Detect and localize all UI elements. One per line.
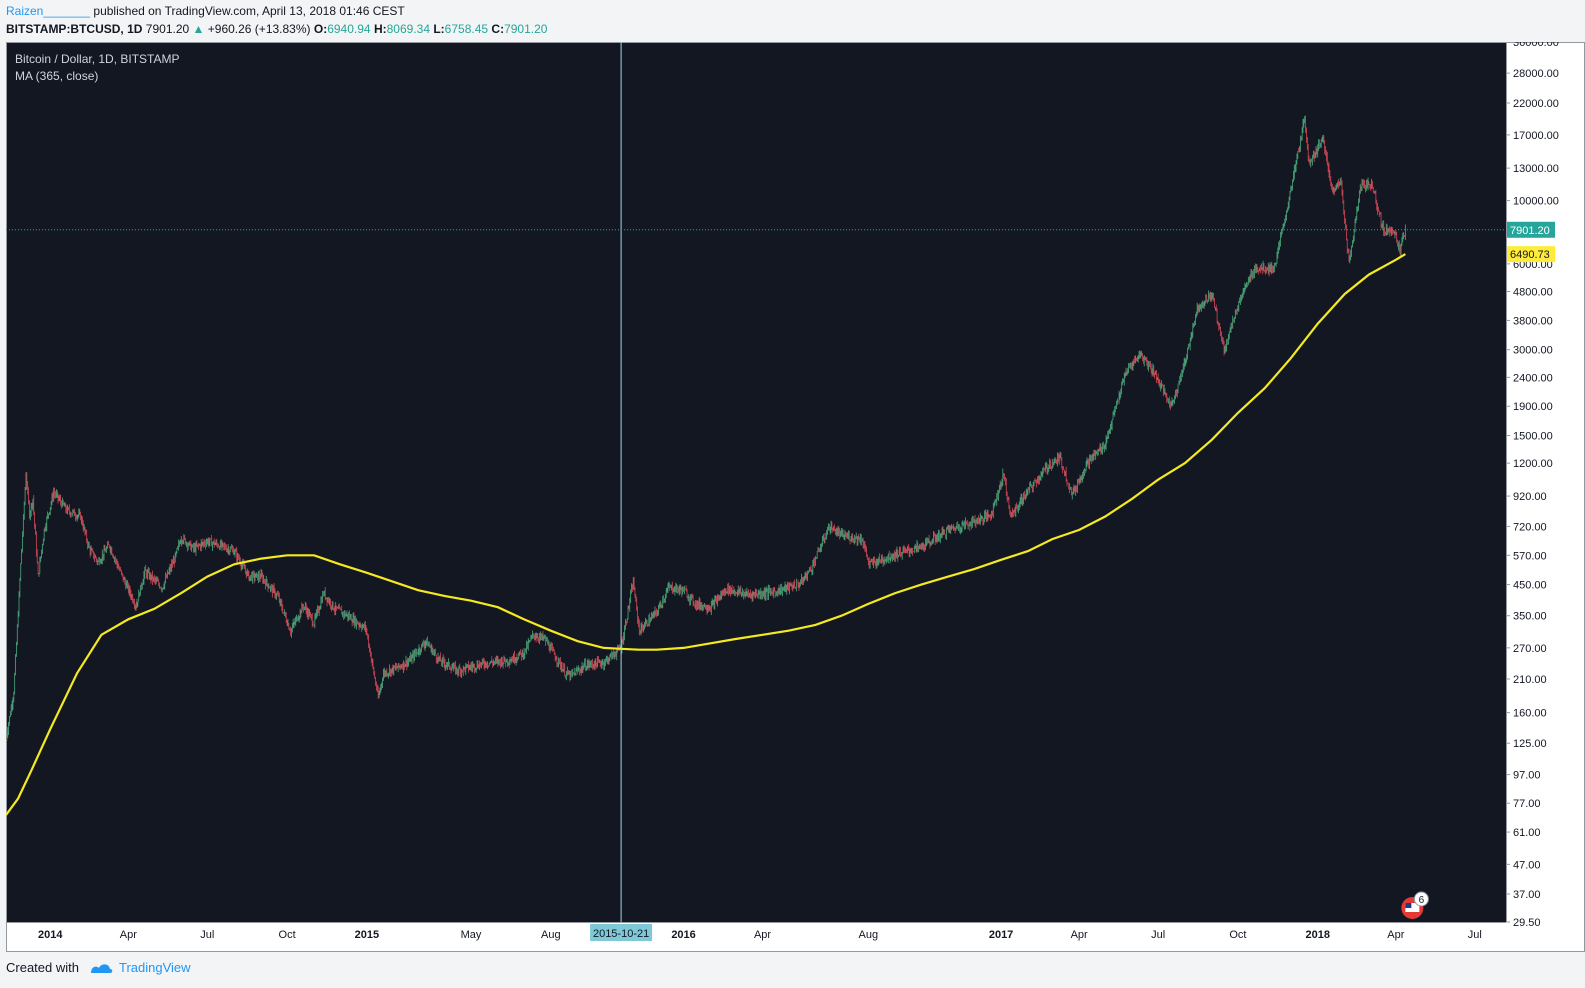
y-tick-label: 125.00 [1513, 738, 1547, 750]
y-tick-label: 1500.00 [1513, 431, 1553, 443]
x-tick-label: Jul [1468, 929, 1482, 941]
plot-background [6, 42, 1506, 922]
y-tick-label: 1200.00 [1513, 458, 1553, 470]
x-tick-label: 2017 [989, 929, 1013, 941]
low-value: 6758.45 [444, 22, 489, 36]
low-label: L: [433, 22, 445, 36]
x-tick-label: Jul [200, 929, 214, 941]
y-tick-label: 720.00 [1513, 521, 1547, 533]
legend-indicator: MA (365, close) [15, 69, 98, 83]
publish-line: Raizen_______ published on TradingView.c… [6, 4, 405, 18]
y-tick-label: 3000.00 [1513, 345, 1553, 357]
event-count-badge [1413, 891, 1429, 907]
y-tick-label: 61.00 [1513, 827, 1541, 839]
event-count-label: 6 [1419, 895, 1425, 906]
x-tick-label: Apr [1387, 929, 1404, 941]
y-tick-label: 350.00 [1513, 611, 1547, 623]
x-tick-label: 2018 [1305, 929, 1329, 941]
last-price-box [1507, 221, 1555, 238]
footer: Created with TradingView [6, 960, 191, 975]
close-label: C: [491, 22, 505, 36]
ma-value-box [1507, 246, 1555, 263]
y-tick-label: 3800.00 [1513, 315, 1553, 327]
y-tick-label: 10000.00 [1513, 196, 1559, 208]
price-chart[interactable]: 36000.00 28000.00 22000.00 17000.00 13000.00… [6, 42, 1585, 952]
up-triangle-icon: ▲ [192, 22, 205, 36]
x-tick-label: Apr [1071, 929, 1088, 941]
author-link[interactable]: Raizen_______ [6, 4, 91, 18]
tradingview-logo-icon [90, 963, 113, 973]
published-text: published on TradingView.com, April 13, … [90, 4, 405, 18]
high-value: 8069.34 [386, 22, 430, 36]
y-tick-label: 28000.00 [1513, 68, 1559, 80]
time-axis-background [6, 922, 1506, 952]
y-tick-label: 29.50 [1513, 917, 1541, 929]
y-tick-label: 97.00 [1513, 770, 1541, 782]
y-tick-label: 47.00 [1513, 859, 1541, 871]
y-tick-label: 22000.00 [1513, 98, 1559, 110]
candles [6, 115, 1406, 741]
crosshair-date-label: 2015-10-21 [593, 928, 649, 940]
y-tick-label: 270.00 [1513, 643, 1547, 655]
y-tick-label: 77.00 [1513, 798, 1541, 810]
high-label: H: [373, 22, 387, 36]
price-axis-background [1506, 42, 1585, 952]
y-tick-label: 36000.00 [1513, 42, 1559, 49]
ma-value-label: 6490.73 [1510, 249, 1550, 261]
crosshair-date-box [590, 924, 653, 941]
last-price-label: 7901.20 [1510, 225, 1550, 237]
legend-title: Bitcoin / Dollar, 1D, BITSTAMP [15, 52, 180, 66]
x-tick-label: 2016 [671, 929, 695, 941]
y-tick-label: 160.00 [1513, 708, 1547, 720]
x-tick-label: 2014 [38, 929, 63, 941]
y-tick-label: 570.00 [1513, 550, 1547, 562]
close-value: 7901.20 [504, 22, 548, 36]
chart-container[interactable]: 36000.00 28000.00 22000.00 17000.00 13000.00… [6, 42, 1585, 952]
open-value: 6940.94 [327, 22, 371, 36]
last-price-text: 7901.20 [145, 22, 190, 36]
y-tick-label: 2400.00 [1513, 372, 1553, 384]
ohlc-line: BITSTAMP:BTCUSD, 1D 7901.20 ▲ +960.26 (+… [6, 22, 547, 36]
x-tick-label: Jul [1151, 929, 1165, 941]
event-flag-canton [1405, 903, 1412, 908]
y-tick-label: 450.00 [1513, 580, 1547, 592]
change-text: +960.26 (+13.83%) [207, 22, 311, 36]
created-with-text: Created with [6, 960, 79, 975]
y-tick-label: 13000.00 [1513, 163, 1559, 175]
y-tick-label: 17000.00 [1513, 130, 1559, 142]
x-tick-label: Oct [1229, 929, 1246, 941]
ma-line [6, 253, 1406, 816]
y-tick-label: 1900.00 [1513, 401, 1553, 413]
event-flag-stripes [1405, 903, 1420, 912]
y-tick-label: 37.00 [1513, 889, 1541, 901]
x-tick-label: Apr [754, 929, 771, 941]
x-tick-label: Aug [859, 929, 879, 941]
y-tick-label: 210.00 [1513, 674, 1547, 686]
x-tick-label: Apr [120, 929, 137, 941]
tradingview-link[interactable]: TradingView [118, 960, 191, 975]
x-tick-label: Aug [541, 929, 561, 941]
x-tick-label: 2015 [355, 929, 379, 941]
open-label: O: [313, 22, 328, 36]
y-tick-label: 920.00 [1513, 491, 1547, 503]
x-tick-label: May [461, 929, 482, 941]
x-tick-label: Oct [279, 929, 296, 941]
symbol-label: BITSTAMP:BTCUSD, 1D [6, 22, 143, 36]
y-tick-label: 4800.00 [1513, 286, 1553, 298]
